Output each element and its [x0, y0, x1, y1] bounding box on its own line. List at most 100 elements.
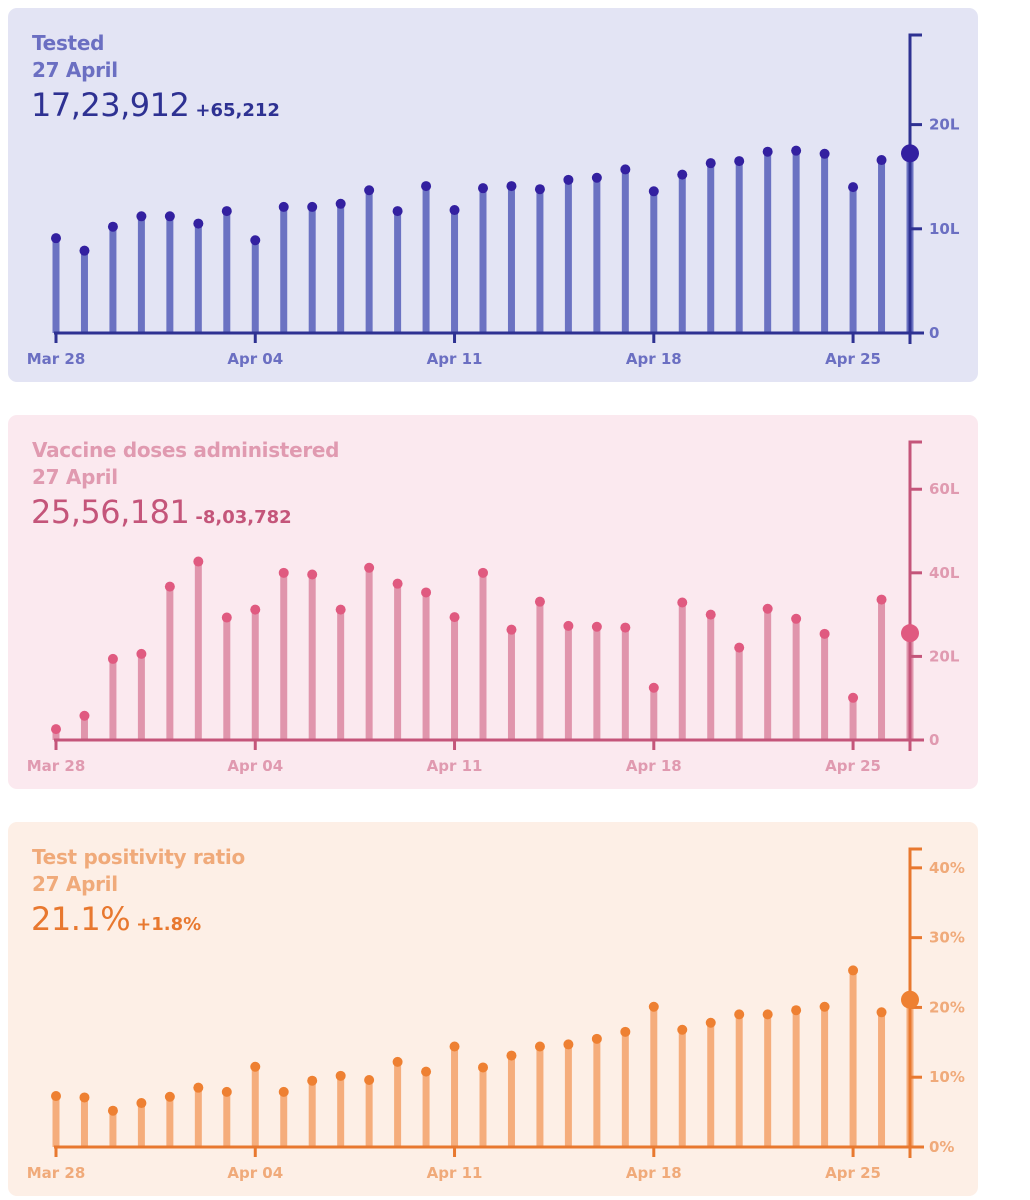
bar-dot: [819, 148, 830, 159]
bar-dot: [221, 612, 232, 623]
y-tick-label: 30%: [929, 929, 965, 947]
bar-dot: [848, 692, 859, 703]
bar-dot: [762, 146, 773, 157]
x-tick-label: Mar 28: [27, 350, 86, 368]
card-title: Tested: [32, 31, 105, 55]
bar-dot: [278, 201, 289, 212]
x-tick-label: Mar 28: [27, 1164, 86, 1182]
bar-dot: [734, 642, 745, 653]
bar-dot: [478, 1062, 488, 1073]
y-tick-label: 20%: [929, 998, 965, 1016]
bar-dot: [819, 1001, 830, 1012]
test-positivity-card: Mar 28 Apr 04 Apr 11 Apr 18 Apr 25 0% 10% 20% 30…: [8, 822, 978, 1196]
bar-dot: [506, 1050, 517, 1061]
bar-dot: [620, 164, 631, 175]
bar-dot: [335, 198, 346, 209]
bar-dot: [591, 1033, 602, 1044]
bar-dot: [307, 201, 318, 212]
bar-dot: [648, 682, 659, 693]
x-tick-label: Apr 04: [227, 1164, 283, 1182]
card-date: 27 April: [32, 872, 118, 896]
bar-dot: [193, 556, 204, 567]
bar-dot: [591, 172, 602, 183]
bar-dot: [449, 612, 460, 623]
y-tick-label: 10L: [929, 220, 960, 238]
bar-dot: [876, 594, 887, 605]
bar-dot: [791, 613, 802, 624]
test-positivity-chart: Mar 28 Apr 04 Apr 11 Apr 18 Apr 25 0% 10% 20% 30…: [27, 847, 965, 1182]
bar-dot: [364, 562, 375, 573]
y-tick-label: 40%: [929, 859, 965, 877]
x-tick-label: Apr 25: [825, 1164, 881, 1182]
bar-dot: [250, 1061, 261, 1072]
bar-dot: [705, 1017, 716, 1028]
bar-dot: [278, 1086, 289, 1097]
bar-dot: [534, 184, 545, 195]
y-tick-label: 0%: [929, 1138, 954, 1156]
bar-dot: [392, 578, 403, 589]
vaccine-doses-chart: Mar 28 Apr 04 Apr 11 Apr 18 Apr 25 0 20L 40L 60L: [27, 440, 960, 775]
value-row: 21.1% +1.8%: [31, 900, 201, 938]
bar-dot: [791, 1005, 802, 1016]
bar-dot: [762, 1009, 773, 1020]
bar-dot: [534, 596, 545, 607]
x-tick-label: Apr 11: [427, 1164, 483, 1182]
bar-dot: [421, 587, 432, 598]
bar-dot: [193, 1082, 204, 1093]
bar-dot: [563, 620, 574, 631]
x-tick-label: Mar 28: [27, 757, 86, 775]
x-tick-label: Apr 18: [626, 757, 682, 775]
bar-dot: [876, 155, 887, 166]
bar-dot: [250, 604, 261, 615]
bar-dot: [648, 186, 659, 197]
bar-dot: [848, 965, 859, 976]
y-tick-label: 40L: [929, 564, 960, 582]
y-tick-label: 10%: [929, 1068, 965, 1086]
bar-dot: [534, 1041, 545, 1052]
bar-dot: [164, 1091, 175, 1102]
bar-dot: [79, 1092, 90, 1103]
vaccine-doses-card: Mar 28 Apr 04 Apr 11 Apr 18 Apr 25 0 20L 40L 60L…: [8, 415, 978, 789]
bar-dot: [705, 158, 716, 169]
bar-dot: [848, 182, 859, 193]
bar-dot: [364, 185, 375, 196]
bar-dot: [107, 1105, 118, 1116]
current-value: 25,56,181: [31, 493, 190, 531]
tested-chart: Mar 28 Apr 04 Apr 11 Apr 18 Apr 25 0 10L 20L: [27, 33, 960, 368]
bar-dot: [620, 622, 631, 633]
current-value: 21.1%: [31, 900, 131, 938]
bar-dot: [449, 205, 460, 216]
bar-dot: [79, 710, 90, 721]
delta-value: +65,212: [195, 100, 280, 121]
bar-dot: [762, 603, 773, 614]
highlight-dot: [901, 624, 919, 643]
bar-dot: [648, 1001, 659, 1012]
x-tick-label: Apr 04: [227, 350, 283, 368]
highlight-dot: [901, 144, 919, 163]
bar-dot: [421, 181, 432, 192]
bar-dot: [278, 567, 289, 578]
bar-dot: [164, 581, 175, 592]
bar-dot: [563, 1039, 574, 1050]
bar-dot: [335, 604, 346, 615]
tested-card: Mar 28 Apr 04 Apr 11 Apr 18 Apr 25 0 10L 20L Te…: [8, 8, 978, 382]
bar-dot: [136, 1098, 147, 1109]
bar-dot: [221, 1086, 232, 1097]
bar-dot: [136, 648, 147, 659]
bar-dot: [677, 169, 688, 180]
bar-dot: [250, 235, 261, 246]
y-tick-label: 20L: [929, 647, 960, 665]
bar-dot: [478, 183, 488, 194]
y-tick-label: 20L: [929, 116, 960, 134]
value-row: 25,56,181 -8,03,782: [31, 493, 292, 531]
bar-dot: [506, 624, 517, 635]
bar-dot: [876, 1007, 887, 1018]
bar-dot: [591, 621, 602, 632]
y-tick-label: 0: [929, 324, 939, 342]
bar-dot: [79, 245, 90, 256]
bar-dot: [563, 174, 574, 185]
card-date: 27 April: [32, 465, 118, 489]
bar-dot: [791, 145, 802, 156]
bar-dot: [478, 567, 488, 578]
bar-dot: [51, 724, 61, 735]
